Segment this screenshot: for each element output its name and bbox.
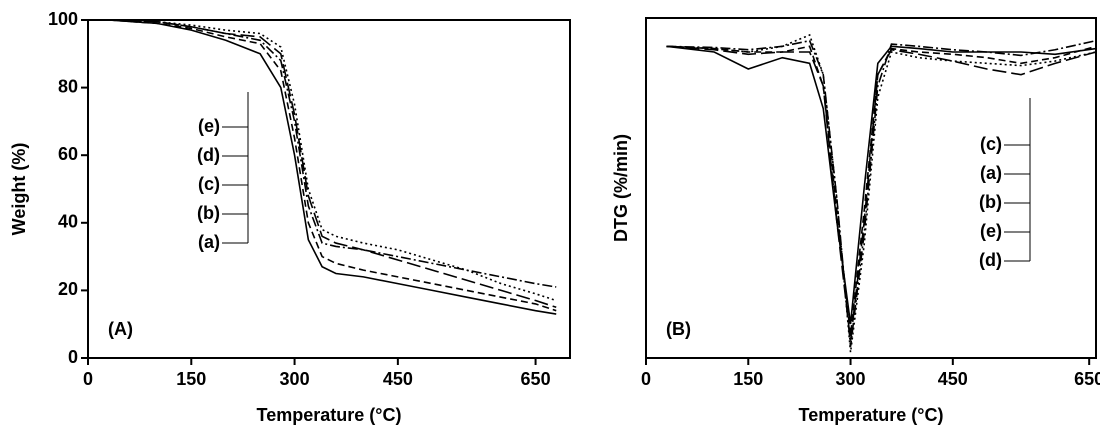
x-tick-label: 450 bbox=[938, 369, 968, 389]
data-line bbox=[108, 19, 557, 312]
data-line bbox=[108, 19, 557, 309]
x-tick-label: 650 bbox=[1074, 369, 1100, 389]
x-tick-label: 150 bbox=[733, 369, 763, 389]
x-tick-label: 0 bbox=[641, 369, 651, 389]
y-tick-label: 100 bbox=[48, 9, 78, 29]
data-line bbox=[666, 45, 1097, 336]
y-axis-label: Weight (%) bbox=[9, 143, 29, 236]
x-tick-label: 650 bbox=[521, 369, 551, 389]
panel: 0 150 300 450 650 Temperature (°C) DTG (%/min)… bbox=[611, 17, 1100, 425]
data-line bbox=[666, 45, 1097, 325]
x-axis-label: Temperature (°C) bbox=[257, 405, 402, 425]
panel-label: (A) bbox=[108, 319, 133, 339]
x-axis-label: Temperature (°C) bbox=[799, 405, 944, 425]
y-tick-label: 80 bbox=[58, 76, 78, 96]
data-line bbox=[108, 19, 557, 302]
x-tick-label: 300 bbox=[836, 369, 866, 389]
legend-label: (b) bbox=[197, 203, 220, 223]
x-tick-label: 0 bbox=[83, 369, 93, 389]
legend-label: (e) bbox=[980, 221, 1002, 241]
x-tick-label: 300 bbox=[280, 369, 310, 389]
legend-label: (d) bbox=[197, 145, 220, 165]
plot-frame bbox=[645, 17, 1097, 359]
data-line bbox=[108, 19, 557, 288]
y-tick-label: 20 bbox=[58, 279, 78, 299]
legend-label: (b) bbox=[979, 192, 1002, 212]
y-tick-label: 40 bbox=[58, 212, 78, 232]
legend-label: (a) bbox=[980, 163, 1002, 183]
panel: 0 150 300 450 650 0 20 40 60 80 100 Temperature (°C… bbox=[9, 9, 571, 425]
data-line bbox=[666, 45, 1097, 342]
legend-label: (c) bbox=[980, 134, 1002, 154]
data-line bbox=[666, 39, 1097, 347]
legend-label: (e) bbox=[198, 116, 220, 136]
legend-label: (a) bbox=[198, 232, 220, 252]
y-axis-label: DTG (%/min) bbox=[611, 134, 631, 242]
legend-label: (d) bbox=[979, 250, 1002, 270]
panel-label: (B) bbox=[666, 319, 691, 339]
y-tick-label: 0 bbox=[68, 347, 78, 367]
data-line bbox=[666, 33, 1097, 353]
x-tick-label: 150 bbox=[176, 369, 206, 389]
plot-frame bbox=[87, 19, 571, 359]
data-line bbox=[108, 19, 557, 315]
legend-label: (c) bbox=[198, 174, 220, 194]
x-tick-label: 450 bbox=[383, 369, 413, 389]
y-tick-label: 60 bbox=[58, 144, 78, 164]
